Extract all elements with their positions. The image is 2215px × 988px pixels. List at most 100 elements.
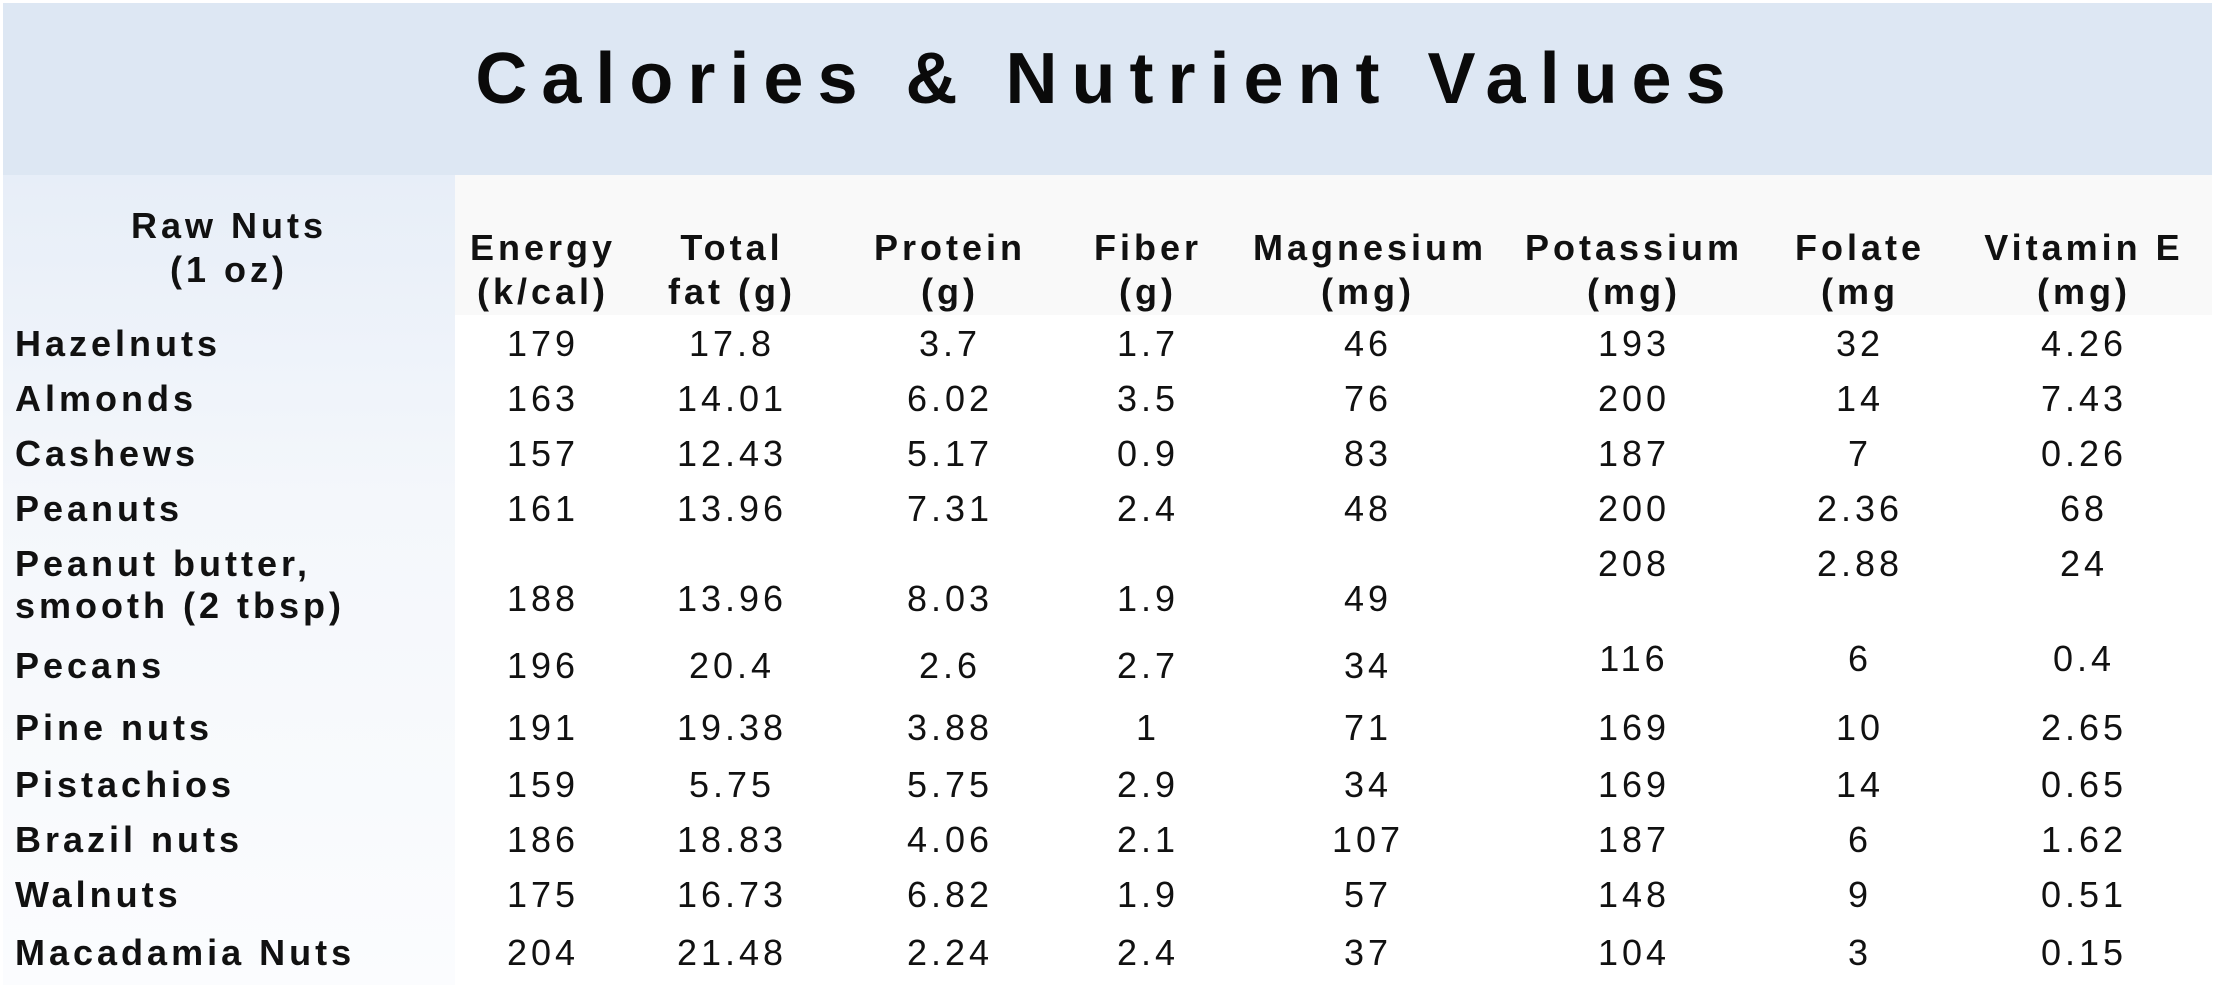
page-title: Calories & Nutrient Values (475, 39, 1740, 119)
column-header: Vitamin E (mg) (1984, 227, 2184, 312)
row-label: Macadamia Nuts (15, 932, 356, 973)
table-cell: 179 (506, 323, 580, 364)
table-cell: 0.9 (1116, 433, 1180, 474)
table-cell: 5.75 (688, 764, 776, 805)
table-cell: 1 (1135, 707, 1161, 748)
column-header: Fiber (g) (1093, 227, 1202, 312)
table-cell: 2.24 (906, 932, 994, 973)
table-cell: 12.43 (676, 433, 788, 474)
table-cell: 7.31 (906, 488, 994, 529)
table-cell: 187 (1597, 433, 1671, 474)
table-cell: 71 (1343, 707, 1393, 748)
table-cell: 191 (506, 707, 580, 748)
table-cell: 9 (1847, 874, 1873, 915)
table-cell: 159 (506, 764, 580, 805)
table-cell: 21.48 (676, 932, 788, 973)
header-row-background (455, 175, 2212, 315)
name-column-background (3, 175, 455, 985)
table-cell: 6 (1847, 638, 1873, 679)
table-cell: 16.73 (676, 874, 788, 915)
table-cell: 8.03 (906, 578, 994, 619)
table-cell: 19.38 (676, 707, 788, 748)
table-cell: 37 (1343, 932, 1393, 973)
table-cell: 13.96 (676, 578, 788, 619)
table-cell: 14.01 (676, 378, 788, 419)
table-cell: 13.96 (676, 488, 788, 529)
table-cell: 57 (1343, 874, 1393, 915)
table-cell: 188 (506, 578, 580, 619)
table-cell: 3.5 (1116, 378, 1180, 419)
table-cell: 157 (506, 433, 580, 474)
table-cell: 17.8 (688, 323, 776, 364)
table-cell: 104 (1597, 932, 1671, 973)
row-label: Pecans (15, 645, 166, 686)
table-cell: 1.9 (1116, 578, 1180, 619)
table-cell: 175 (506, 874, 580, 915)
table-cell: 34 (1343, 764, 1393, 805)
table-cell: 1.9 (1116, 874, 1180, 915)
table-cell: 6.02 (906, 378, 994, 419)
row-label: Peanuts (15, 488, 184, 529)
table-cell: 196 (506, 645, 580, 686)
column-header: Folate (mg (1794, 227, 1925, 312)
table-cell: 193 (1597, 323, 1671, 364)
table-cell: 208 (1597, 543, 1671, 584)
row-label: Walnuts (15, 874, 182, 915)
table-cell: 76 (1343, 378, 1393, 419)
column-header: Protein (g) (873, 227, 1026, 312)
table-cell: 6.82 (906, 874, 994, 915)
table-cell: 2.65 (2040, 707, 2128, 748)
row-label: Peanut butter, smooth (2 tbsp) (15, 543, 345, 626)
table-cell: 10 (1835, 707, 1885, 748)
table-cell: 14 (1835, 378, 1885, 419)
column-header: Total fat (g) (668, 227, 796, 312)
table-cell: 1.7 (1116, 323, 1180, 364)
table-cell: 2.4 (1116, 488, 1180, 529)
row-label: Brazil nuts (15, 819, 244, 860)
table-cell: 148 (1597, 874, 1671, 915)
row-label: Pine nuts (15, 707, 214, 748)
table-cell: 161 (506, 488, 580, 529)
table-cell: 32 (1835, 323, 1885, 364)
table-cell: 3 (1847, 932, 1873, 973)
table-cell: 4.26 (2040, 323, 2128, 364)
table-cell: 34 (1343, 645, 1393, 686)
table-cell: 186 (506, 819, 580, 860)
table-cell: 200 (1597, 378, 1671, 419)
row-label: Pistachios (15, 764, 236, 805)
table-cell: 2.9 (1116, 764, 1180, 805)
row-label: Almonds (15, 378, 198, 419)
column-header: Potassium (mg) (1524, 227, 1744, 312)
table-cell: 14 (1835, 764, 1885, 805)
title-band: Calories & Nutrient Values (3, 3, 2212, 175)
table-cell: 0.51 (2040, 874, 2128, 915)
table-cell: 163 (506, 378, 580, 419)
row-label: Cashews (15, 433, 200, 474)
name-column-header: Raw Nuts (1 oz) (130, 205, 328, 290)
table-cell: 6 (1847, 819, 1873, 860)
table-cell: 3.88 (906, 707, 994, 748)
table-cell: 3.7 (918, 323, 982, 364)
table-cell: 48 (1343, 488, 1393, 529)
table-cell: 68 (2059, 488, 2109, 529)
table-cell: 0.65 (2040, 764, 2128, 805)
table-cell: 0.4 (2052, 638, 2116, 679)
table-cell: 116 (1599, 638, 1669, 679)
table-cell: 169 (1597, 764, 1671, 805)
table-cell: 2.1 (1116, 819, 1180, 860)
table-cell: 2.7 (1116, 645, 1180, 686)
table-cell: 46 (1343, 323, 1393, 364)
table-cell: 1.62 (2040, 819, 2128, 860)
table-cell: 2.4 (1116, 932, 1180, 973)
table-cell: 169 (1597, 707, 1671, 748)
table-cell: 187 (1597, 819, 1671, 860)
table-cell: 0.15 (2040, 932, 2128, 973)
table-cell: 4.06 (906, 819, 994, 860)
table-cell: 24 (2059, 543, 2109, 584)
table-cell: 18.83 (676, 819, 788, 860)
table-cell: 49 (1343, 578, 1393, 619)
column-header: Magnesium (mg) (1253, 227, 1488, 312)
table-cell: 20.4 (688, 645, 776, 686)
column-header: Energy (k/cal) (469, 227, 617, 312)
